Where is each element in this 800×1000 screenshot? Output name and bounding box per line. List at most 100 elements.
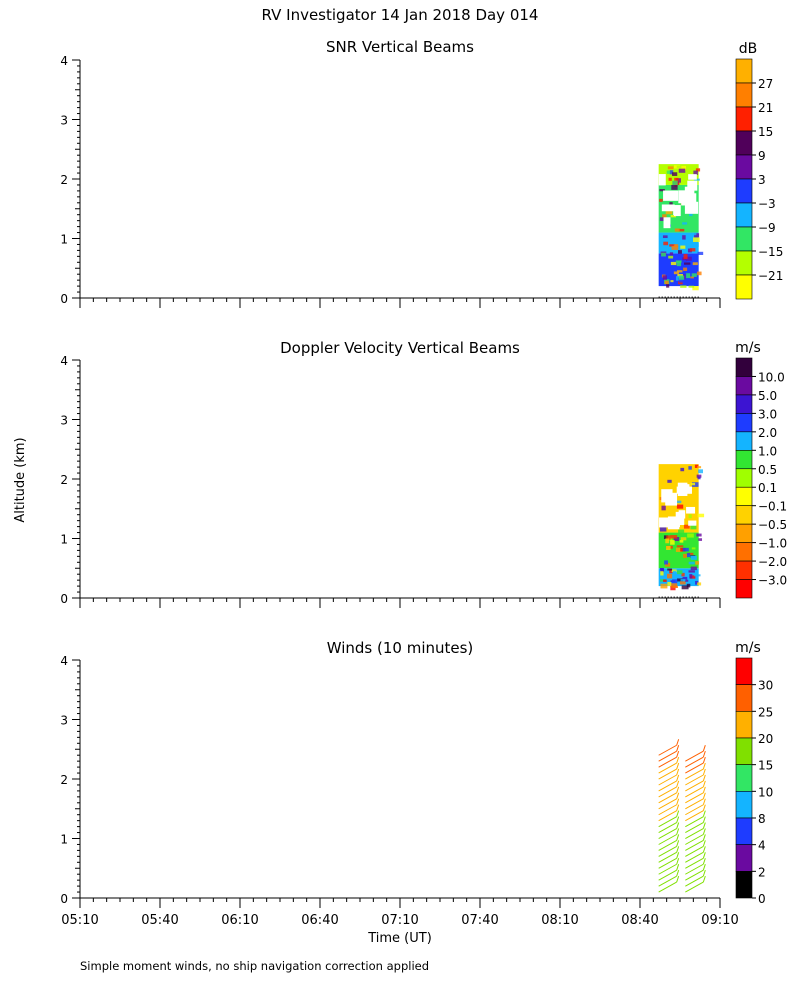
wind-barb-flag (676, 750, 680, 758)
y-tick-label: 3 (60, 714, 68, 728)
wind-barb-flag (702, 834, 706, 841)
colorbar-label: 2.0 (758, 426, 777, 440)
heatmap-speckle (674, 228, 680, 232)
x-tick-label: 08:10 (541, 913, 578, 928)
wind-barb (685, 857, 704, 869)
heatmap-speckle (686, 273, 691, 279)
x-tick-label: 05:10 (61, 913, 98, 928)
heatmap-speckle (683, 553, 687, 558)
colorbar-label: −9 (758, 221, 776, 235)
colorbar-segment (735, 844, 753, 872)
x-tick-label: 08:40 (621, 913, 658, 928)
colorbar-segment (735, 178, 753, 204)
wind-barb (658, 762, 677, 774)
heatmap-speckle (670, 280, 674, 283)
heatmap-speckle (667, 573, 673, 579)
heatmap-speckle (668, 255, 674, 259)
panel-title: Doppler Velocity Vertical Beams (280, 339, 520, 357)
heatmap-speckle (687, 533, 694, 538)
colorbar-segment (735, 523, 753, 543)
wind-barb (685, 762, 704, 774)
heatmap-speckle (688, 561, 695, 565)
heatmap-gap (663, 217, 671, 229)
panel-title: SNR Vertical Beams (326, 38, 474, 56)
heatmap-speckle (672, 570, 677, 574)
colorbar-segment (735, 817, 753, 845)
heatmap-speckle (683, 524, 690, 529)
heatmap-speckle (682, 235, 686, 240)
colorbar-label: 27 (758, 77, 773, 91)
heatmap-speckle (677, 270, 683, 273)
colorbar-segment (735, 274, 753, 300)
heatmap-speckle (685, 256, 692, 261)
colorbar-label: 30 (758, 679, 773, 693)
heatmap-speckle (666, 545, 671, 550)
colorbar-label: 15 (758, 125, 773, 139)
wind-barb-flag (702, 768, 706, 776)
y-axis-label: Altitude (km) (13, 437, 28, 522)
colorbar-segment (735, 486, 753, 506)
colorbar-segment (735, 684, 753, 712)
heatmap-speckle (694, 574, 701, 577)
heatmap-speckle (697, 466, 702, 469)
heatmap-speckle (671, 569, 677, 573)
wind-barb (685, 750, 704, 762)
heatmap-speckle (690, 555, 697, 560)
y-tick-label: 2 (60, 773, 68, 787)
wind-barb-flag (702, 792, 706, 799)
y-tick-label: 3 (60, 414, 68, 428)
heatmap-speckle (698, 469, 703, 474)
wind-barb-flag (702, 798, 706, 805)
heatmap-speckle (669, 244, 676, 247)
heatmap-speckle (683, 267, 688, 272)
figure-title: RV Investigator 14 Jan 2018 Day 014 (262, 6, 539, 24)
heatmap-gap (684, 201, 699, 214)
y-tick-label: 2 (60, 173, 68, 187)
wind-barb (685, 869, 704, 881)
colorbar-label: −0.5 (758, 518, 787, 532)
colorbar-segment (735, 106, 753, 132)
heatmap-gap (686, 506, 696, 514)
heatmap-speckle (670, 583, 678, 588)
heatmap-speckle (680, 581, 686, 585)
heatmap-speckle (662, 235, 668, 239)
wind-barb (685, 875, 704, 887)
y-tick-label: 4 (60, 354, 68, 368)
wind-barb-flag (702, 810, 706, 817)
wind-barb-flag (676, 792, 680, 799)
colorbar-segment (735, 711, 753, 739)
wind-barb-flag (676, 828, 680, 835)
heatmap-speckle (681, 585, 689, 590)
wind-barb-flag (702, 840, 706, 847)
wind-barb-flag (676, 786, 680, 794)
colorbar-segment (735, 58, 753, 84)
heatmap-speckle (680, 578, 686, 582)
heatmap-speckle (659, 269, 666, 274)
wind-barb (685, 834, 704, 845)
wind-barb (658, 786, 677, 798)
heatmap-speckle (690, 524, 697, 530)
heatmap-gap (663, 190, 679, 201)
wind-barb-flag (702, 852, 706, 859)
heatmap-data (658, 164, 704, 298)
heatmap-layer (658, 568, 699, 587)
heatmap-speckle (673, 537, 680, 541)
heatmap-speckle (682, 576, 688, 580)
wind-barb (685, 863, 704, 875)
heatmap-speckle (677, 274, 683, 277)
heatmap-speckle (680, 165, 687, 171)
wind-barb (658, 834, 677, 845)
wind-barb-flag (676, 768, 680, 776)
wind-barb (658, 822, 677, 834)
heatmap-speckle (688, 466, 692, 470)
y-tick-label: 0 (60, 292, 68, 306)
wind-barb (658, 756, 677, 768)
colorbar-segment (735, 82, 753, 108)
heatmap-speckle (697, 582, 702, 586)
wind-barb (685, 756, 704, 768)
y-tick-label: 1 (60, 833, 68, 847)
wind-barb (685, 768, 704, 780)
heatmap-speckle (692, 286, 699, 291)
colorbar-label: −3.0 (758, 574, 787, 588)
